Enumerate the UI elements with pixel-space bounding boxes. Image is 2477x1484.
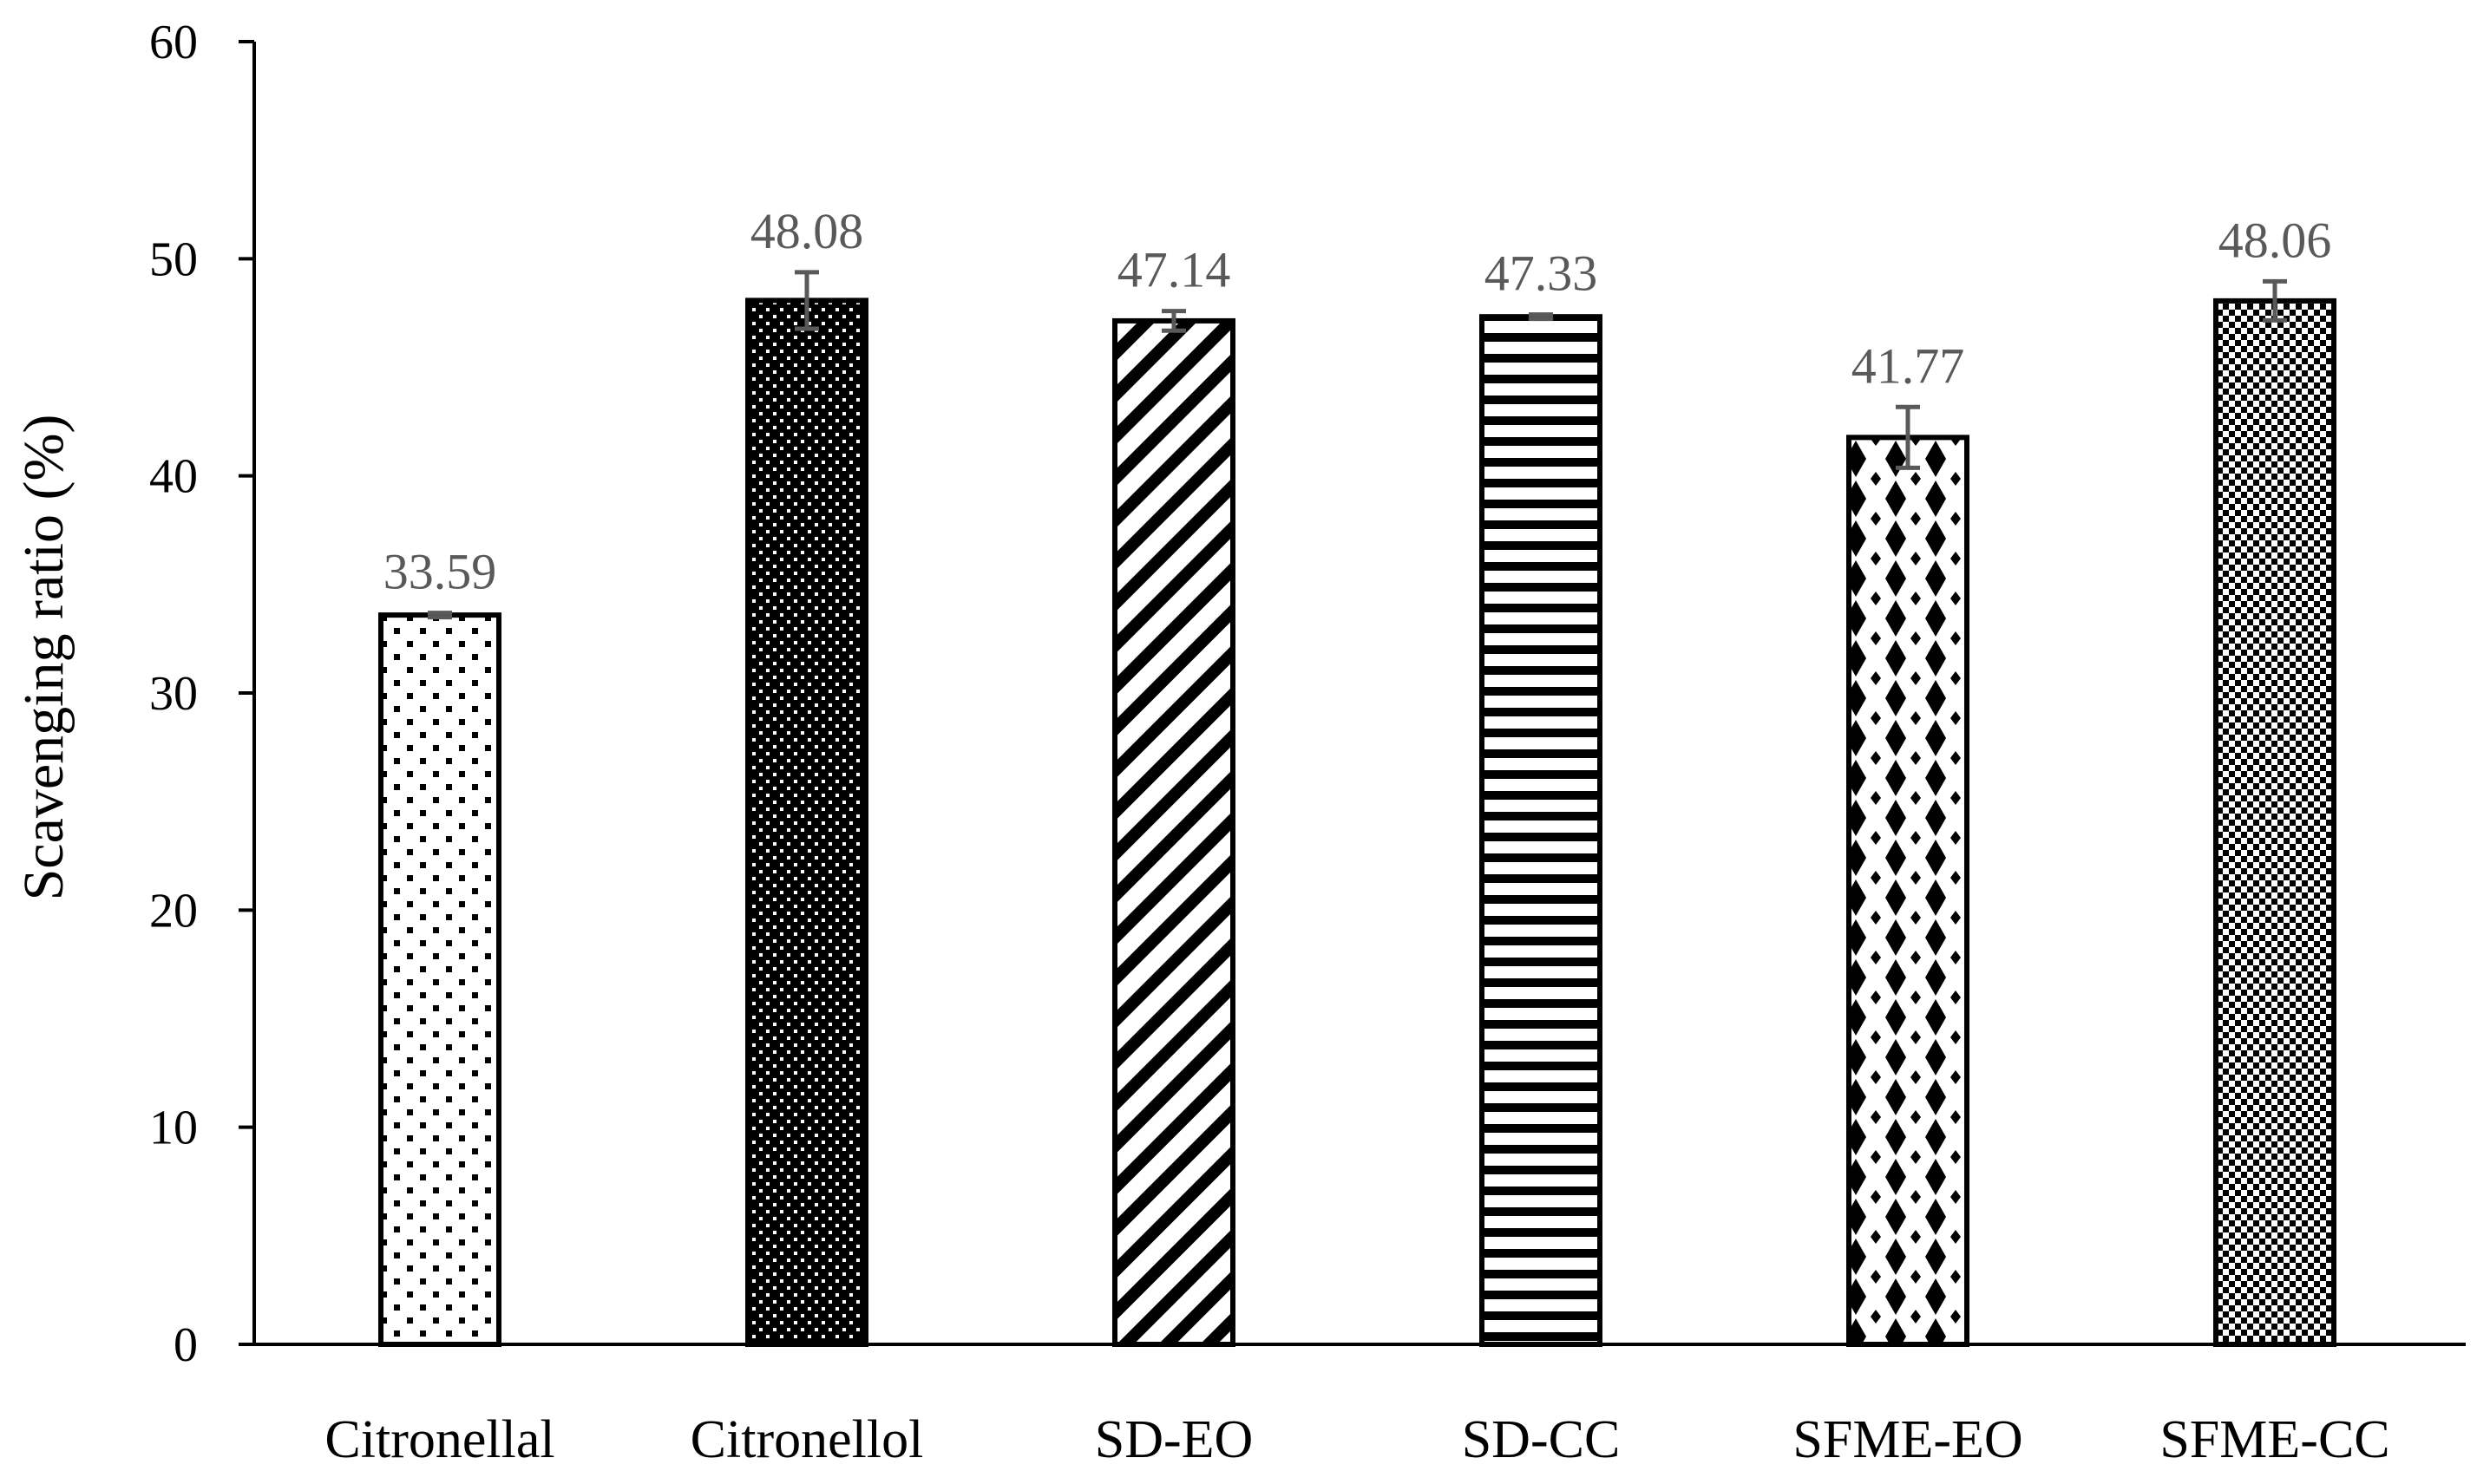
bar-sfme-cc (2213, 297, 2336, 1348)
y-tick-label: 40 (149, 450, 198, 504)
data-label: 41.77 (1851, 337, 1965, 394)
y-tick-label: 50 (149, 232, 198, 286)
category-labels: Citronellal Citronellol SD-EO SD-CC SFME-EO S… (324, 1410, 2389, 1469)
bars: 33.59 48.08 47.14 47.33 41.77 48.06 (378, 203, 2336, 1348)
category-label: Citronellal (324, 1410, 554, 1469)
category-label: SD-EO (1095, 1410, 1254, 1469)
y-tick-label: 20 (149, 884, 198, 938)
bar-sd-cc (1479, 314, 1602, 1347)
y-tick-label: 10 (149, 1102, 198, 1155)
data-label: 47.33 (1484, 245, 1598, 302)
y-tick-label: 60 (149, 16, 198, 69)
data-label: 47.14 (1117, 242, 1231, 298)
category-label: Citronellol (691, 1410, 924, 1469)
bar-sfme-eo (1846, 435, 1969, 1347)
y-axis-ticks: 0 10 20 30 40 50 60 (149, 16, 254, 1372)
bar-citronellal (378, 612, 501, 1347)
data-label: 48.06 (2218, 212, 2332, 268)
y-tick-label: 0 (174, 1318, 198, 1372)
data-label: 48.08 (750, 203, 864, 259)
category-label: SFME-EO (1792, 1410, 2022, 1469)
y-axis-title: Scavenging ratio (%) (12, 415, 75, 901)
bar-sd-eo (1112, 317, 1235, 1347)
bar-citronellol (745, 297, 868, 1347)
category-label: SFME-CC (2159, 1410, 2389, 1469)
data-label: 33.59 (383, 544, 497, 600)
y-tick-label: 30 (149, 667, 198, 721)
category-label: SD-CC (1462, 1410, 1621, 1469)
